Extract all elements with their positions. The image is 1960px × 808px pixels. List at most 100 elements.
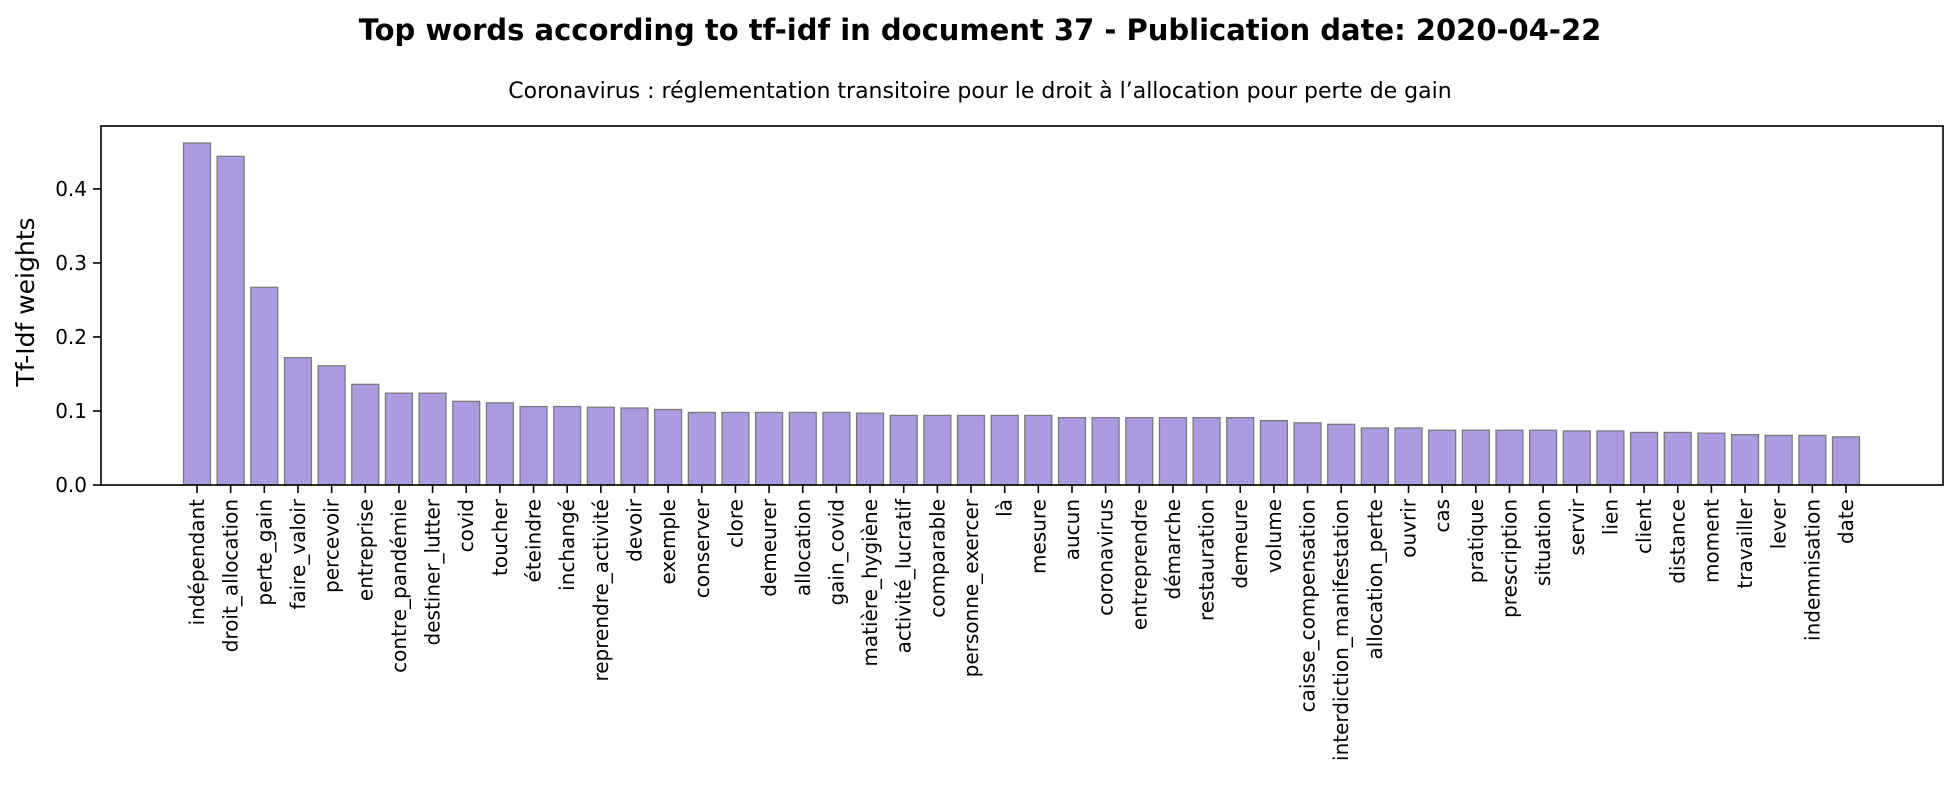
x-tick-label: personne_exercer bbox=[959, 498, 983, 677]
x-tick-label: date bbox=[1834, 499, 1858, 544]
plot-frame bbox=[100, 125, 1944, 486]
bar bbox=[822, 411, 851, 486]
bar bbox=[1125, 416, 1154, 486]
x-tick-label: comparable bbox=[925, 499, 949, 618]
bar bbox=[721, 411, 750, 486]
x-tick-label: droit_allocation bbox=[219, 499, 243, 652]
x-tick-label: destiner_lutter bbox=[421, 498, 445, 645]
y-axis-label: Tf-Idf weights bbox=[11, 217, 40, 387]
bar bbox=[889, 414, 918, 486]
x-tick-label: caisse_compensation bbox=[1296, 499, 1320, 712]
x-tick-label: activité_lucratif bbox=[892, 498, 916, 653]
bar bbox=[923, 414, 952, 486]
x-tick-label: indépendant bbox=[185, 499, 209, 626]
bar bbox=[351, 383, 380, 486]
bar bbox=[216, 155, 245, 486]
x-tick-label: cas bbox=[1430, 499, 1454, 533]
x-tick-label: ouvrir bbox=[1397, 498, 1421, 558]
bar bbox=[754, 411, 784, 486]
bar bbox=[384, 392, 414, 486]
bar bbox=[1730, 434, 1760, 486]
x-tick-label: éteindre bbox=[522, 499, 546, 582]
bar bbox=[283, 357, 313, 486]
bar bbox=[1293, 422, 1322, 486]
y-tick-label: 0.1 bbox=[55, 399, 87, 423]
y-tick-label: 0.2 bbox=[55, 325, 87, 349]
x-tick-label: client bbox=[1632, 499, 1656, 554]
x-tick-label: exemple bbox=[656, 499, 680, 585]
bar bbox=[586, 406, 615, 486]
bar bbox=[855, 412, 885, 486]
x-tick-label: devoir bbox=[622, 498, 646, 562]
bar bbox=[1596, 430, 1625, 486]
bar bbox=[956, 414, 986, 486]
bar bbox=[182, 142, 212, 486]
bar bbox=[1327, 423, 1356, 486]
x-tick-label: situation bbox=[1531, 499, 1555, 586]
x-tick-label: perte_gain bbox=[252, 499, 276, 606]
bar bbox=[317, 365, 346, 486]
bars bbox=[182, 142, 1861, 486]
bar bbox=[1629, 431, 1659, 486]
x-tick-label: covid bbox=[454, 499, 478, 552]
x-tick-label: là bbox=[993, 499, 1017, 517]
x-tick-label: moment bbox=[1699, 499, 1723, 583]
bar bbox=[1091, 416, 1120, 486]
x-tick-label: faire_valoir bbox=[286, 498, 310, 609]
bar bbox=[519, 405, 548, 486]
chart-subtitle: Coronavirus : réglementation transitoire… bbox=[508, 79, 1451, 104]
bar bbox=[1259, 419, 1289, 486]
bar bbox=[1024, 414, 1053, 486]
x-tick-label: interdiction_manifestation bbox=[1329, 499, 1353, 761]
x-tick-label: percevoir bbox=[320, 498, 344, 593]
bar bbox=[1562, 430, 1591, 486]
bar bbox=[485, 402, 514, 486]
x-tick-label: clore bbox=[723, 499, 747, 548]
bar bbox=[418, 392, 447, 486]
bar bbox=[1360, 427, 1389, 486]
bar bbox=[452, 400, 481, 486]
x-tick-label: entreprise bbox=[353, 499, 377, 601]
bar bbox=[1394, 427, 1423, 486]
y-tick-label: 0.4 bbox=[55, 177, 87, 201]
bar bbox=[1461, 429, 1490, 486]
x-tick-label: restauration bbox=[1195, 499, 1219, 621]
bar bbox=[990, 414, 1019, 486]
x-tick-label: demeurer bbox=[757, 498, 781, 597]
y-tick-label: 0.0 bbox=[55, 473, 87, 497]
bar bbox=[788, 411, 817, 486]
x-tick-label: indemnisation bbox=[1800, 499, 1824, 641]
bar bbox=[687, 411, 716, 486]
x-tick-label: allocation_perte bbox=[1363, 499, 1387, 660]
x-tick-label: inchangé bbox=[555, 499, 579, 591]
x-tick-label: matière_hygiène bbox=[858, 499, 882, 667]
bar bbox=[1428, 429, 1457, 486]
chart-title: Top words according to tf-idf in documen… bbox=[359, 13, 1602, 47]
bar bbox=[1798, 434, 1827, 486]
x-tick-label: allocation bbox=[791, 499, 815, 596]
x-tick-label: reprendre_activité bbox=[589, 499, 613, 682]
bar bbox=[1158, 416, 1188, 486]
x-tick-label: entreprendre bbox=[1127, 499, 1151, 630]
bar bbox=[1831, 436, 1861, 486]
bar bbox=[250, 286, 279, 486]
x-tick-label: coronavirus bbox=[1094, 499, 1118, 616]
y-tick-label: 0.3 bbox=[55, 251, 87, 275]
bar bbox=[1192, 416, 1221, 486]
x-tick-label: conserver bbox=[690, 498, 714, 598]
x-tick-label: prescription bbox=[1497, 499, 1521, 618]
x-tick-label: démarche bbox=[1161, 499, 1185, 600]
bar bbox=[1057, 416, 1087, 486]
bar bbox=[1697, 432, 1726, 486]
x-tick-label: lever bbox=[1767, 498, 1791, 549]
x-tick-label: toucher bbox=[488, 498, 512, 576]
x-tick-label: pratique bbox=[1464, 499, 1488, 583]
x-tick-label: lien bbox=[1598, 499, 1622, 535]
x-tick-label: travailler bbox=[1733, 498, 1757, 588]
bar bbox=[1663, 431, 1692, 486]
x-tick-label: gain_covid bbox=[824, 499, 848, 606]
x-tick-label: contre_pandémie bbox=[387, 499, 411, 673]
x-tick-label: distance bbox=[1666, 499, 1690, 584]
x-tick-label: aucun bbox=[1060, 499, 1084, 560]
